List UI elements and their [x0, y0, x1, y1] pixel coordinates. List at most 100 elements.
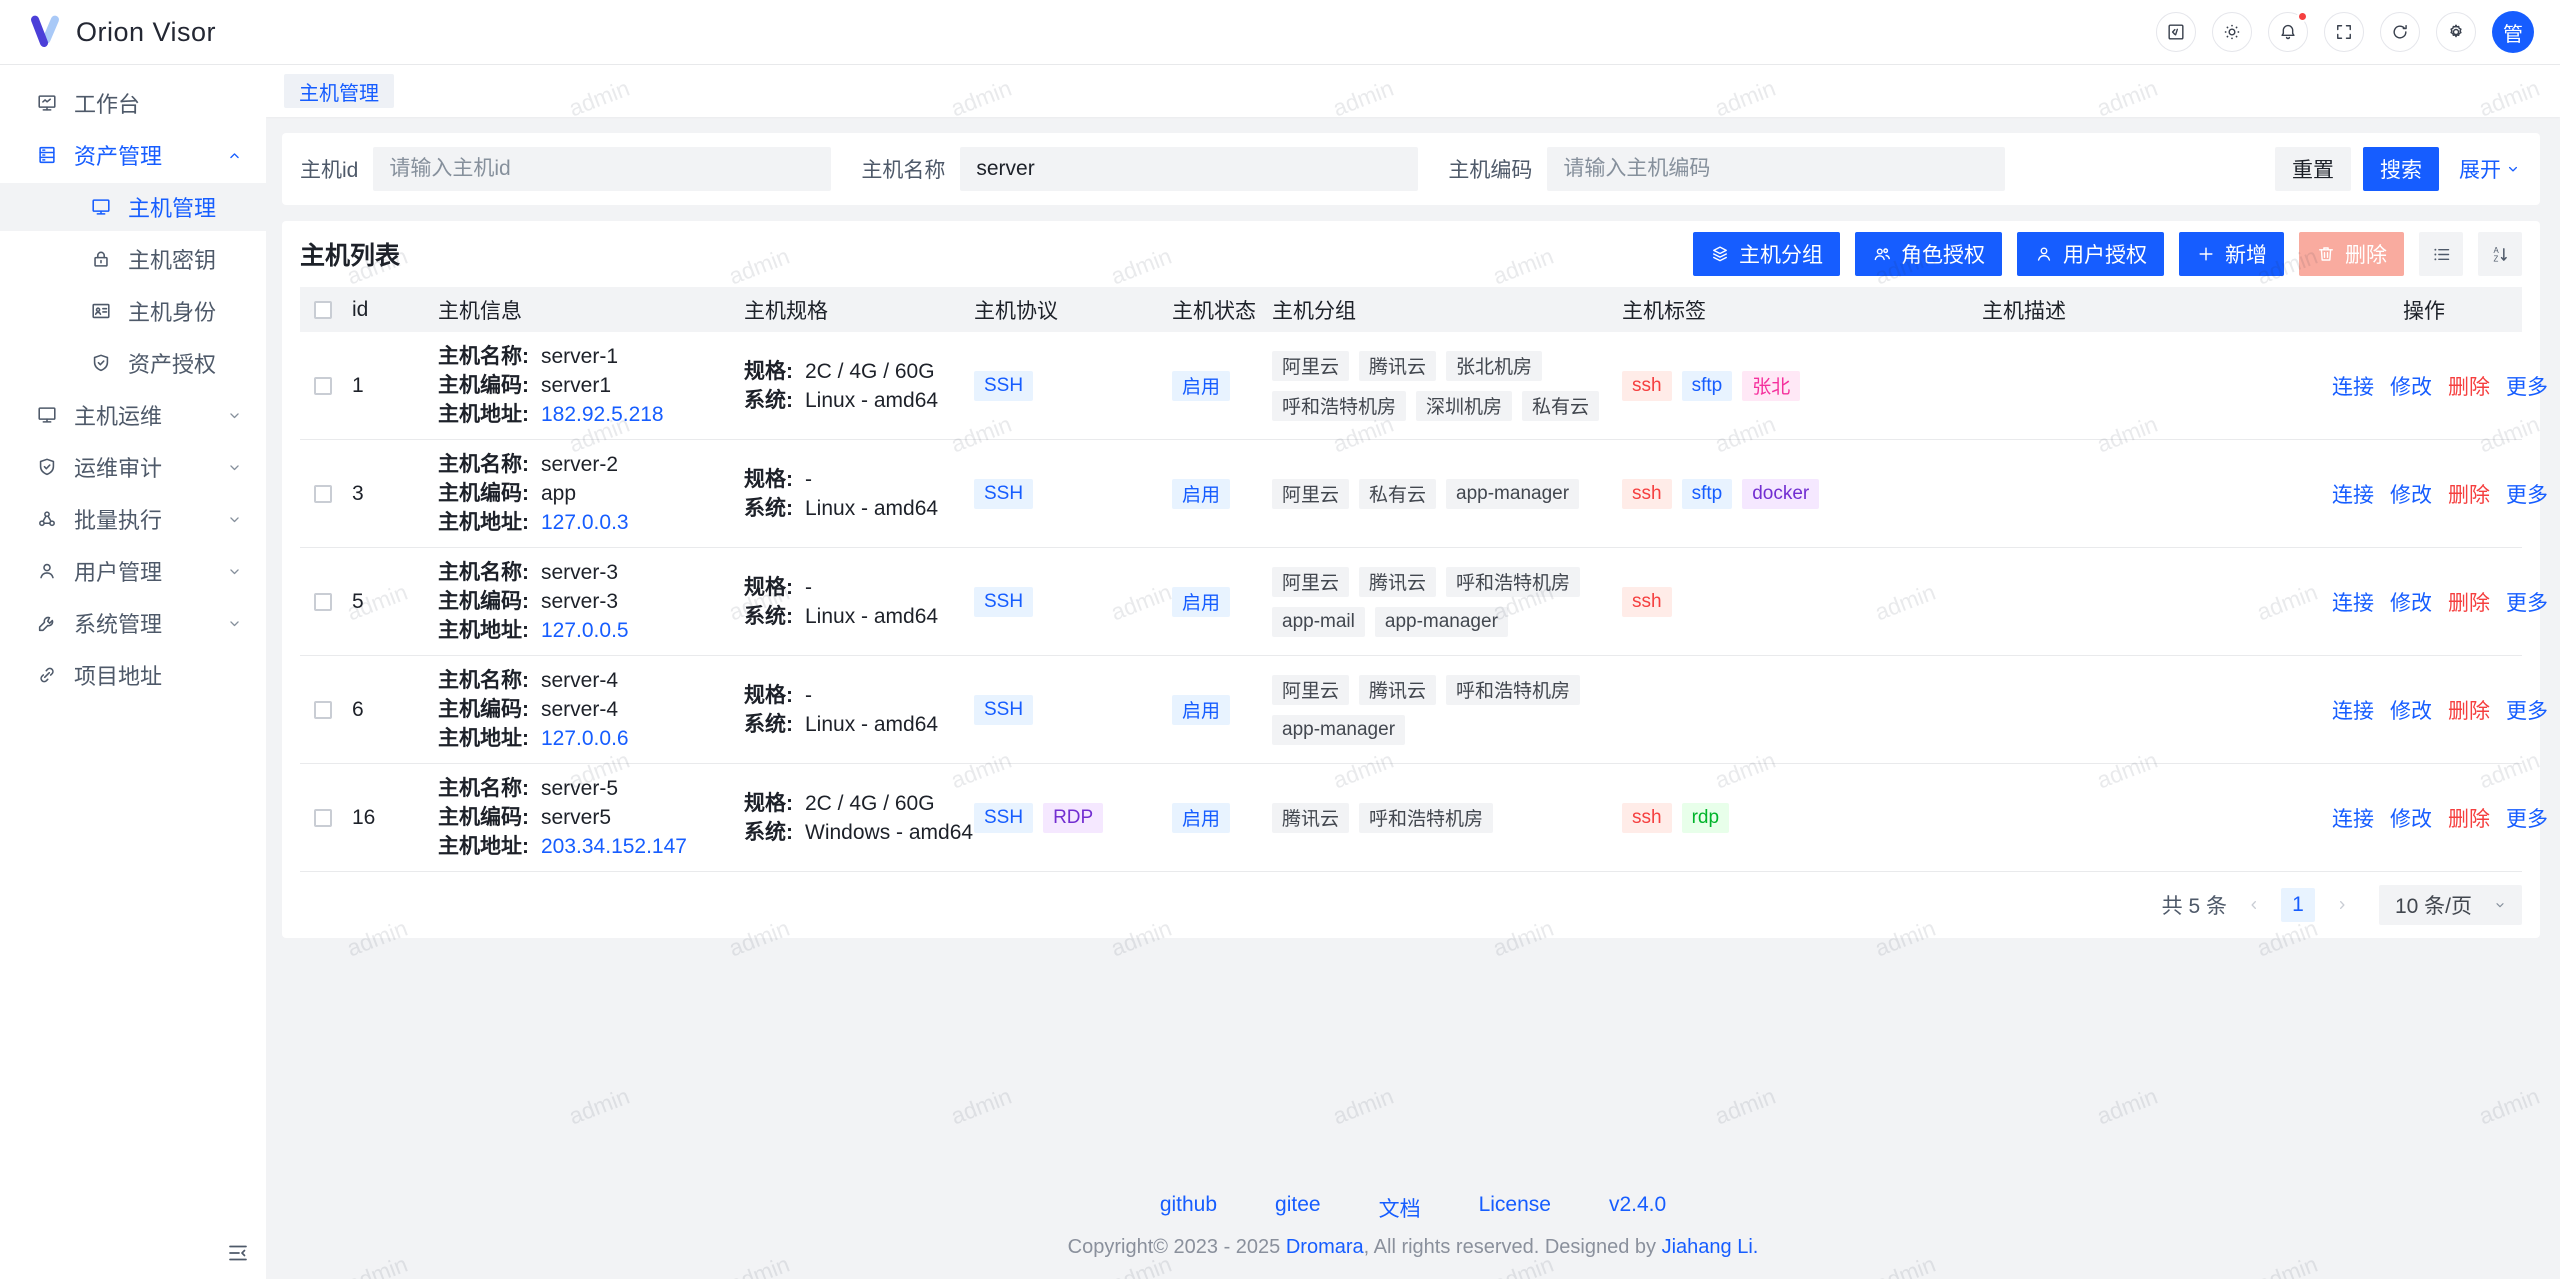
sidebar-item-label: 系统管理 [74, 612, 163, 637]
prev-page-button[interactable] [2241, 892, 2267, 918]
action-link[interactable]: 更多 [2506, 483, 2548, 507]
host-tag: ssh [1622, 478, 1672, 509]
action-delete[interactable]: 删除 [2448, 807, 2490, 831]
host-id-input[interactable] [373, 147, 832, 191]
select-all-checkbox[interactable] [314, 300, 332, 319]
sidebar-item-project-url[interactable]: 项目地址 [0, 651, 266, 699]
action-link[interactable]: 修改 [2390, 699, 2432, 723]
column-header[interactable]: 操作 [2403, 299, 2445, 323]
next-page-button[interactable] [2329, 892, 2355, 918]
settings-button[interactable] [2436, 12, 2476, 52]
action-link[interactable]: 更多 [2506, 807, 2548, 831]
column-header[interactable]: 主机信息 [438, 299, 522, 323]
reset-button-label: 重置 [2292, 159, 2334, 182]
column-header[interactable]: 主机分组 [1272, 299, 1356, 323]
footer-link[interactable]: gitee [1275, 1193, 1321, 1216]
sidebar-item-system-management[interactable]: 系统管理 [0, 599, 266, 647]
row-checkbox[interactable] [314, 484, 332, 503]
action-link[interactable]: 连接 [2332, 699, 2374, 723]
page-size-select[interactable]: 10 条/页 [2378, 885, 2522, 925]
footer-link[interactable]: github [1159, 1193, 1218, 1216]
user-grant-button[interactable]: 用户授权 [2017, 232, 2164, 276]
notification-badge [2297, 11, 2308, 22]
action-link[interactable]: 连接 [2332, 375, 2374, 399]
column-header[interactable]: 主机标签 [1622, 299, 1706, 323]
refresh-button[interactable] [2380, 12, 2420, 52]
row-checkbox[interactable] [314, 808, 332, 827]
host-address-link[interactable]: 127.0.0.3 [541, 511, 629, 534]
action-link[interactable]: 连接 [2332, 807, 2374, 831]
sidebar-item-host-management[interactable]: 主机管理 [0, 183, 266, 231]
action-link[interactable]: 修改 [2390, 591, 2432, 615]
sidebar-item-batch-execution[interactable]: 批量执行 [0, 495, 266, 543]
sidebar-item-workbench[interactable]: 工作台 [0, 79, 266, 127]
column-header[interactable]: id [352, 297, 369, 321]
column-header[interactable]: 主机状态 [1172, 299, 1256, 323]
row-checkbox[interactable] [314, 376, 332, 395]
notifications-button[interactable] [2268, 11, 2308, 52]
action-link[interactable]: 修改 [2390, 375, 2432, 399]
action-link[interactable]: 更多 [2506, 591, 2548, 615]
column-header[interactable]: 主机规格 [744, 299, 828, 323]
host-name-input[interactable] [960, 147, 1419, 191]
role-grant-button[interactable]: 角色授权 [1855, 232, 2002, 276]
column-header[interactable]: 主机描述 [1982, 299, 2066, 323]
host-address-link[interactable]: 127.0.0.6 [541, 727, 629, 750]
host-name: server-3 [541, 561, 619, 584]
copyright-author-link[interactable]: Jiahang Li. [1661, 1236, 1759, 1258]
group-tag: 深圳机房 [1416, 390, 1513, 421]
search-field-label: 主机id [300, 159, 359, 182]
host-address-link[interactable]: 127.0.0.5 [541, 619, 629, 642]
add-button[interactable]: 新增 [2179, 232, 2284, 276]
action-delete[interactable]: 删除 [2448, 483, 2490, 507]
row-checkbox[interactable] [314, 592, 332, 611]
action-delete[interactable]: 删除 [2448, 699, 2490, 723]
action-delete[interactable]: 删除 [2448, 591, 2490, 615]
table-toolbar: 主机分组 角色授权 用户授权 新增 删除 A Z [1693, 232, 2522, 276]
footer-link[interactable]: License [1478, 1193, 1551, 1216]
footer-link[interactable]: 文档 [1378, 1198, 1421, 1221]
row-actions: 连接 修改 删除 更多 [2332, 695, 2556, 725]
sidebar-item-host-ops[interactable]: 主机运维 [0, 391, 266, 439]
sidebar-item-host-identity[interactable]: 主机身份 [0, 287, 266, 335]
theme-button[interactable] [2212, 12, 2252, 52]
host-group-button[interactable]: 主机分组 [1693, 232, 1840, 276]
column-header[interactable]: 主机协议 [974, 299, 1058, 323]
footer-link[interactable]: v2.4.0 [1608, 1193, 1667, 1216]
page-number[interactable]: 1 [2280, 888, 2315, 922]
devtools-button[interactable] [2156, 12, 2196, 52]
host-address-link[interactable]: 182.92.5.218 [541, 403, 664, 426]
sidebar-item-ops-audit[interactable]: 运维审计 [0, 443, 266, 491]
monitor-icon [36, 404, 58, 426]
tab-host-management[interactable]: 主机管理 [284, 74, 394, 108]
list-view-button[interactable] [2419, 232, 2463, 276]
action-link[interactable]: 更多 [2506, 375, 2548, 399]
system-value: Linux - amd64 [805, 604, 939, 628]
action-link[interactable]: 修改 [2390, 483, 2432, 507]
action-link[interactable]: 连接 [2332, 483, 2374, 507]
row-checkbox[interactable] [314, 700, 332, 719]
button-label: 用户授权 [2063, 244, 2147, 267]
user-avatar[interactable]: 管 [2492, 11, 2534, 53]
collapse-sidebar-icon[interactable] [226, 1241, 250, 1265]
delete-button[interactable]: 删除 [2299, 232, 2404, 276]
copyright-brand-link[interactable]: Dromara [1285, 1236, 1364, 1258]
search-button[interactable]: 搜索 [2363, 147, 2439, 191]
action-delete[interactable]: 删除 [2448, 375, 2490, 399]
host-address-link[interactable]: 203.34.152.147 [541, 835, 687, 858]
reset-button[interactable]: 重置 [2275, 147, 2351, 191]
expand-link[interactable]: 展开 [2459, 154, 2522, 184]
sidebar-item-host-keys[interactable]: 主机密钥 [0, 235, 266, 283]
action-link[interactable]: 修改 [2390, 807, 2432, 831]
fullscreen-button[interactable] [2324, 12, 2364, 52]
host-code-input[interactable] [1547, 147, 2006, 191]
host-tags: ssh rdp [1622, 802, 1982, 833]
sidebar-item-asset-authorization[interactable]: 资产授权 [0, 339, 266, 387]
sidebar-item-asset-management[interactable]: 资产管理 [0, 131, 266, 179]
host-tags: ssh sftp 张北 [1622, 370, 1982, 401]
app-logo[interactable]: Orion Visor [26, 13, 216, 51]
sidebar-item-user-management[interactable]: 用户管理 [0, 547, 266, 595]
action-link[interactable]: 连接 [2332, 591, 2374, 615]
action-link[interactable]: 更多 [2506, 699, 2548, 723]
